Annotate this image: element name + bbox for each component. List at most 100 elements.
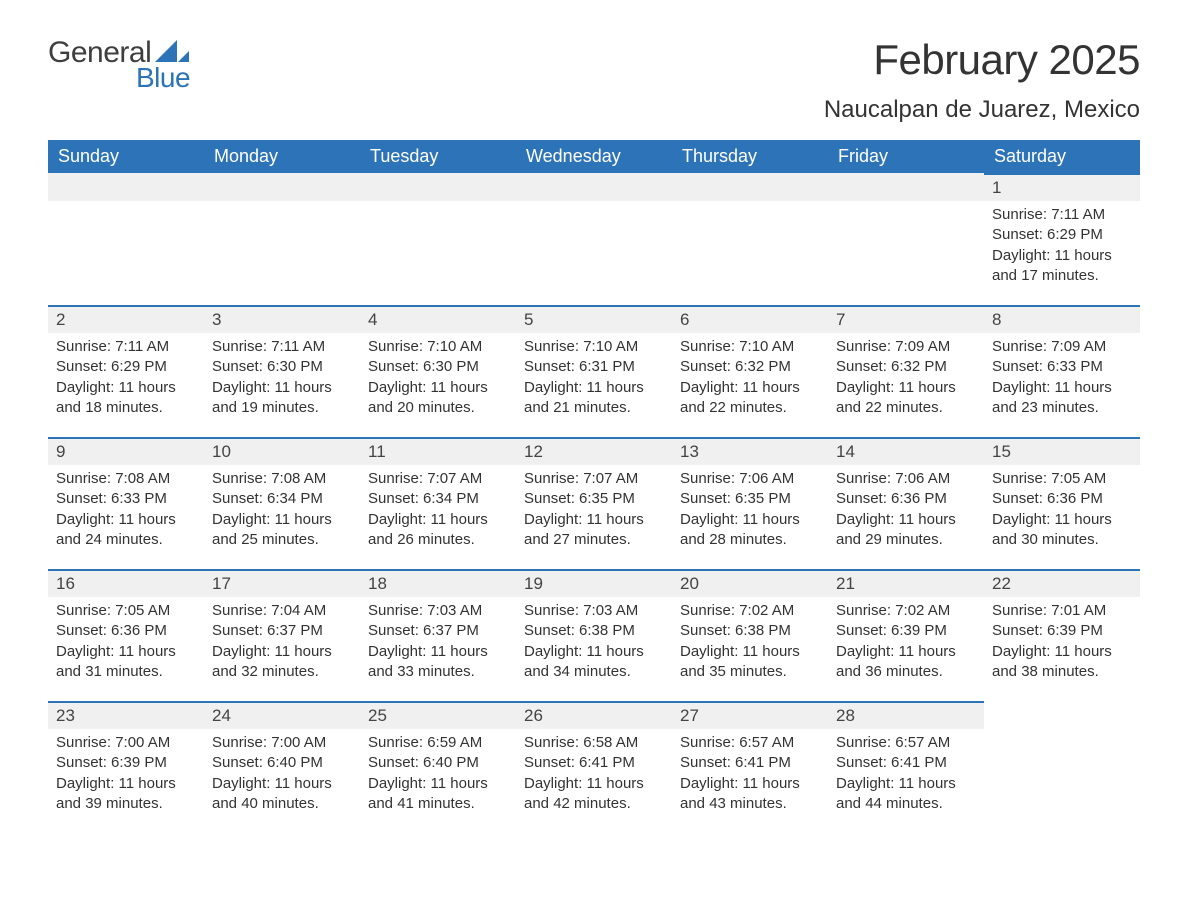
- day-body: Sunrise: 6:58 AMSunset: 6:41 PMDaylight:…: [516, 729, 672, 822]
- sunrise-line: Sunrise: 6:57 AM: [836, 733, 976, 753]
- sunset-line: Sunset: 6:40 PM: [368, 753, 508, 773]
- day-body: Sunrise: 7:09 AMSunset: 6:32 PMDaylight:…: [828, 333, 984, 426]
- calendar-cell: 22Sunrise: 7:01 AMSunset: 6:39 PMDayligh…: [984, 569, 1140, 701]
- daylight-line: Daylight: 11 hours and 17 minutes.: [992, 246, 1132, 287]
- calendar-table: SundayMondayTuesdayWednesdayThursdayFrid…: [48, 140, 1140, 833]
- sunset-line: Sunset: 6:41 PM: [524, 753, 664, 773]
- day-number: 11: [360, 437, 516, 465]
- day-body: Sunrise: 7:07 AMSunset: 6:34 PMDaylight:…: [360, 465, 516, 558]
- daylight-line: Daylight: 11 hours and 21 minutes.: [524, 378, 664, 419]
- weekday-header: Thursday: [672, 140, 828, 173]
- calendar-cell: 15Sunrise: 7:05 AMSunset: 6:36 PMDayligh…: [984, 437, 1140, 569]
- calendar-cell: 27Sunrise: 6:57 AMSunset: 6:41 PMDayligh…: [672, 701, 828, 833]
- calendar-week-row: 1Sunrise: 7:11 AMSunset: 6:29 PMDaylight…: [48, 173, 1140, 305]
- daylight-line: Daylight: 11 hours and 41 minutes.: [368, 774, 508, 815]
- calendar-cell: 19Sunrise: 7:03 AMSunset: 6:38 PMDayligh…: [516, 569, 672, 701]
- weekday-header: Friday: [828, 140, 984, 173]
- day-number: 24: [204, 701, 360, 729]
- day-body: Sunrise: 7:11 AMSunset: 6:29 PMDaylight:…: [48, 333, 204, 426]
- day-number: 9: [48, 437, 204, 465]
- sunset-line: Sunset: 6:29 PM: [992, 225, 1132, 245]
- day-number: 3: [204, 305, 360, 333]
- month-title: February 2025: [824, 36, 1140, 84]
- calendar-cell: 10Sunrise: 7:08 AMSunset: 6:34 PMDayligh…: [204, 437, 360, 569]
- day-body: Sunrise: 7:11 AMSunset: 6:29 PMDaylight:…: [984, 201, 1140, 294]
- logo-text-blue: Blue: [136, 62, 190, 94]
- day-body: Sunrise: 7:10 AMSunset: 6:30 PMDaylight:…: [360, 333, 516, 426]
- sunrise-line: Sunrise: 6:59 AM: [368, 733, 508, 753]
- calendar-cell: 25Sunrise: 6:59 AMSunset: 6:40 PMDayligh…: [360, 701, 516, 833]
- calendar-week-row: 16Sunrise: 7:05 AMSunset: 6:36 PMDayligh…: [48, 569, 1140, 701]
- sunrise-line: Sunrise: 7:08 AM: [56, 469, 196, 489]
- calendar-cell: 20Sunrise: 7:02 AMSunset: 6:38 PMDayligh…: [672, 569, 828, 701]
- calendar-cell: 17Sunrise: 7:04 AMSunset: 6:37 PMDayligh…: [204, 569, 360, 701]
- location-subtitle: Naucalpan de Juarez, Mexico: [824, 96, 1140, 124]
- calendar-cell: 5 Sunrise: 7:10 AMSunset: 6:31 PMDaylight…: [516, 305, 672, 437]
- sunrise-line: Sunrise: 7:05 AM: [992, 469, 1132, 489]
- sunset-line: Sunset: 6:36 PM: [992, 489, 1132, 509]
- calendar-cell: [516, 173, 672, 305]
- day-body: Sunrise: 6:57 AMSunset: 6:41 PMDaylight:…: [672, 729, 828, 822]
- sunset-line: Sunset: 6:41 PM: [680, 753, 820, 773]
- sunrise-line: Sunrise: 7:10 AM: [524, 337, 664, 357]
- sunrise-line: Sunrise: 7:06 AM: [836, 469, 976, 489]
- daylight-line: Daylight: 11 hours and 23 minutes.: [992, 378, 1132, 419]
- day-body: Sunrise: 7:09 AMSunset: 6:33 PMDaylight:…: [984, 333, 1140, 426]
- weekday-header: Saturday: [984, 140, 1140, 173]
- day-number: 5: [516, 305, 672, 333]
- day-body: Sunrise: 7:01 AMSunset: 6:39 PMDaylight:…: [984, 597, 1140, 690]
- sunrise-line: Sunrise: 6:57 AM: [680, 733, 820, 753]
- page-header: General Blue February 2025 Naucalpan de …: [48, 36, 1140, 124]
- sunrise-line: Sunrise: 7:03 AM: [368, 601, 508, 621]
- day-body: Sunrise: 7:08 AMSunset: 6:34 PMDaylight:…: [204, 465, 360, 558]
- calendar-cell: 8Sunrise: 7:09 AMSunset: 6:33 PMDaylight…: [984, 305, 1140, 437]
- sunset-line: Sunset: 6:40 PM: [212, 753, 352, 773]
- sunset-line: Sunset: 6:35 PM: [524, 489, 664, 509]
- sunset-line: Sunset: 6:39 PM: [56, 753, 196, 773]
- day-number: 16: [48, 569, 204, 597]
- sunset-line: Sunset: 6:39 PM: [992, 621, 1132, 641]
- daylight-line: Daylight: 11 hours and 32 minutes.: [212, 642, 352, 683]
- sunset-line: Sunset: 6:31 PM: [524, 357, 664, 377]
- title-block: February 2025 Naucalpan de Juarez, Mexic…: [824, 36, 1140, 124]
- sunrise-line: Sunrise: 7:02 AM: [680, 601, 820, 621]
- day-number: 26: [516, 701, 672, 729]
- sunrise-line: Sunrise: 7:02 AM: [836, 601, 976, 621]
- day-body: Sunrise: 7:05 AMSunset: 6:36 PMDaylight:…: [984, 465, 1140, 558]
- day-number: 15: [984, 437, 1140, 465]
- daylight-line: Daylight: 11 hours and 44 minutes.: [836, 774, 976, 815]
- empty-daynum-strip: [204, 173, 360, 201]
- day-body: Sunrise: 7:07 AMSunset: 6:35 PMDaylight:…: [516, 465, 672, 558]
- sunrise-line: Sunrise: 7:09 AM: [836, 337, 976, 357]
- daylight-line: Daylight: 11 hours and 24 minutes.: [56, 510, 196, 551]
- day-body: Sunrise: 7:02 AMSunset: 6:39 PMDaylight:…: [828, 597, 984, 690]
- sunrise-line: Sunrise: 7:09 AM: [992, 337, 1132, 357]
- calendar-cell: 11Sunrise: 7:07 AMSunset: 6:34 PMDayligh…: [360, 437, 516, 569]
- day-body: Sunrise: 7:03 AMSunset: 6:37 PMDaylight:…: [360, 597, 516, 690]
- day-body: Sunrise: 7:03 AMSunset: 6:38 PMDaylight:…: [516, 597, 672, 690]
- sunset-line: Sunset: 6:32 PM: [836, 357, 976, 377]
- daylight-line: Daylight: 11 hours and 22 minutes.: [836, 378, 976, 419]
- calendar-cell: 14Sunrise: 7:06 AMSunset: 6:36 PMDayligh…: [828, 437, 984, 569]
- sunrise-line: Sunrise: 7:11 AM: [56, 337, 196, 357]
- day-number: 25: [360, 701, 516, 729]
- day-number: 7: [828, 305, 984, 333]
- calendar-cell: [984, 701, 1140, 833]
- day-number: 4: [360, 305, 516, 333]
- daylight-line: Daylight: 11 hours and 28 minutes.: [680, 510, 820, 551]
- sunset-line: Sunset: 6:36 PM: [836, 489, 976, 509]
- day-body: Sunrise: 7:00 AMSunset: 6:40 PMDaylight:…: [204, 729, 360, 822]
- day-number: 1: [984, 173, 1140, 201]
- day-number: 21: [828, 569, 984, 597]
- daylight-line: Daylight: 11 hours and 42 minutes.: [524, 774, 664, 815]
- sunrise-line: Sunrise: 7:10 AM: [368, 337, 508, 357]
- sunrise-line: Sunrise: 7:11 AM: [992, 205, 1132, 225]
- sunrise-line: Sunrise: 7:08 AM: [212, 469, 352, 489]
- day-body: Sunrise: 6:59 AMSunset: 6:40 PMDaylight:…: [360, 729, 516, 822]
- day-body: Sunrise: 7:08 AMSunset: 6:33 PMDaylight:…: [48, 465, 204, 558]
- day-body: Sunrise: 7:00 AMSunset: 6:39 PMDaylight:…: [48, 729, 204, 822]
- daylight-line: Daylight: 11 hours and 27 minutes.: [524, 510, 664, 551]
- daylight-line: Daylight: 11 hours and 35 minutes.: [680, 642, 820, 683]
- calendar-cell: 9Sunrise: 7:08 AMSunset: 6:33 PMDaylight…: [48, 437, 204, 569]
- weekday-header: Sunday: [48, 140, 204, 173]
